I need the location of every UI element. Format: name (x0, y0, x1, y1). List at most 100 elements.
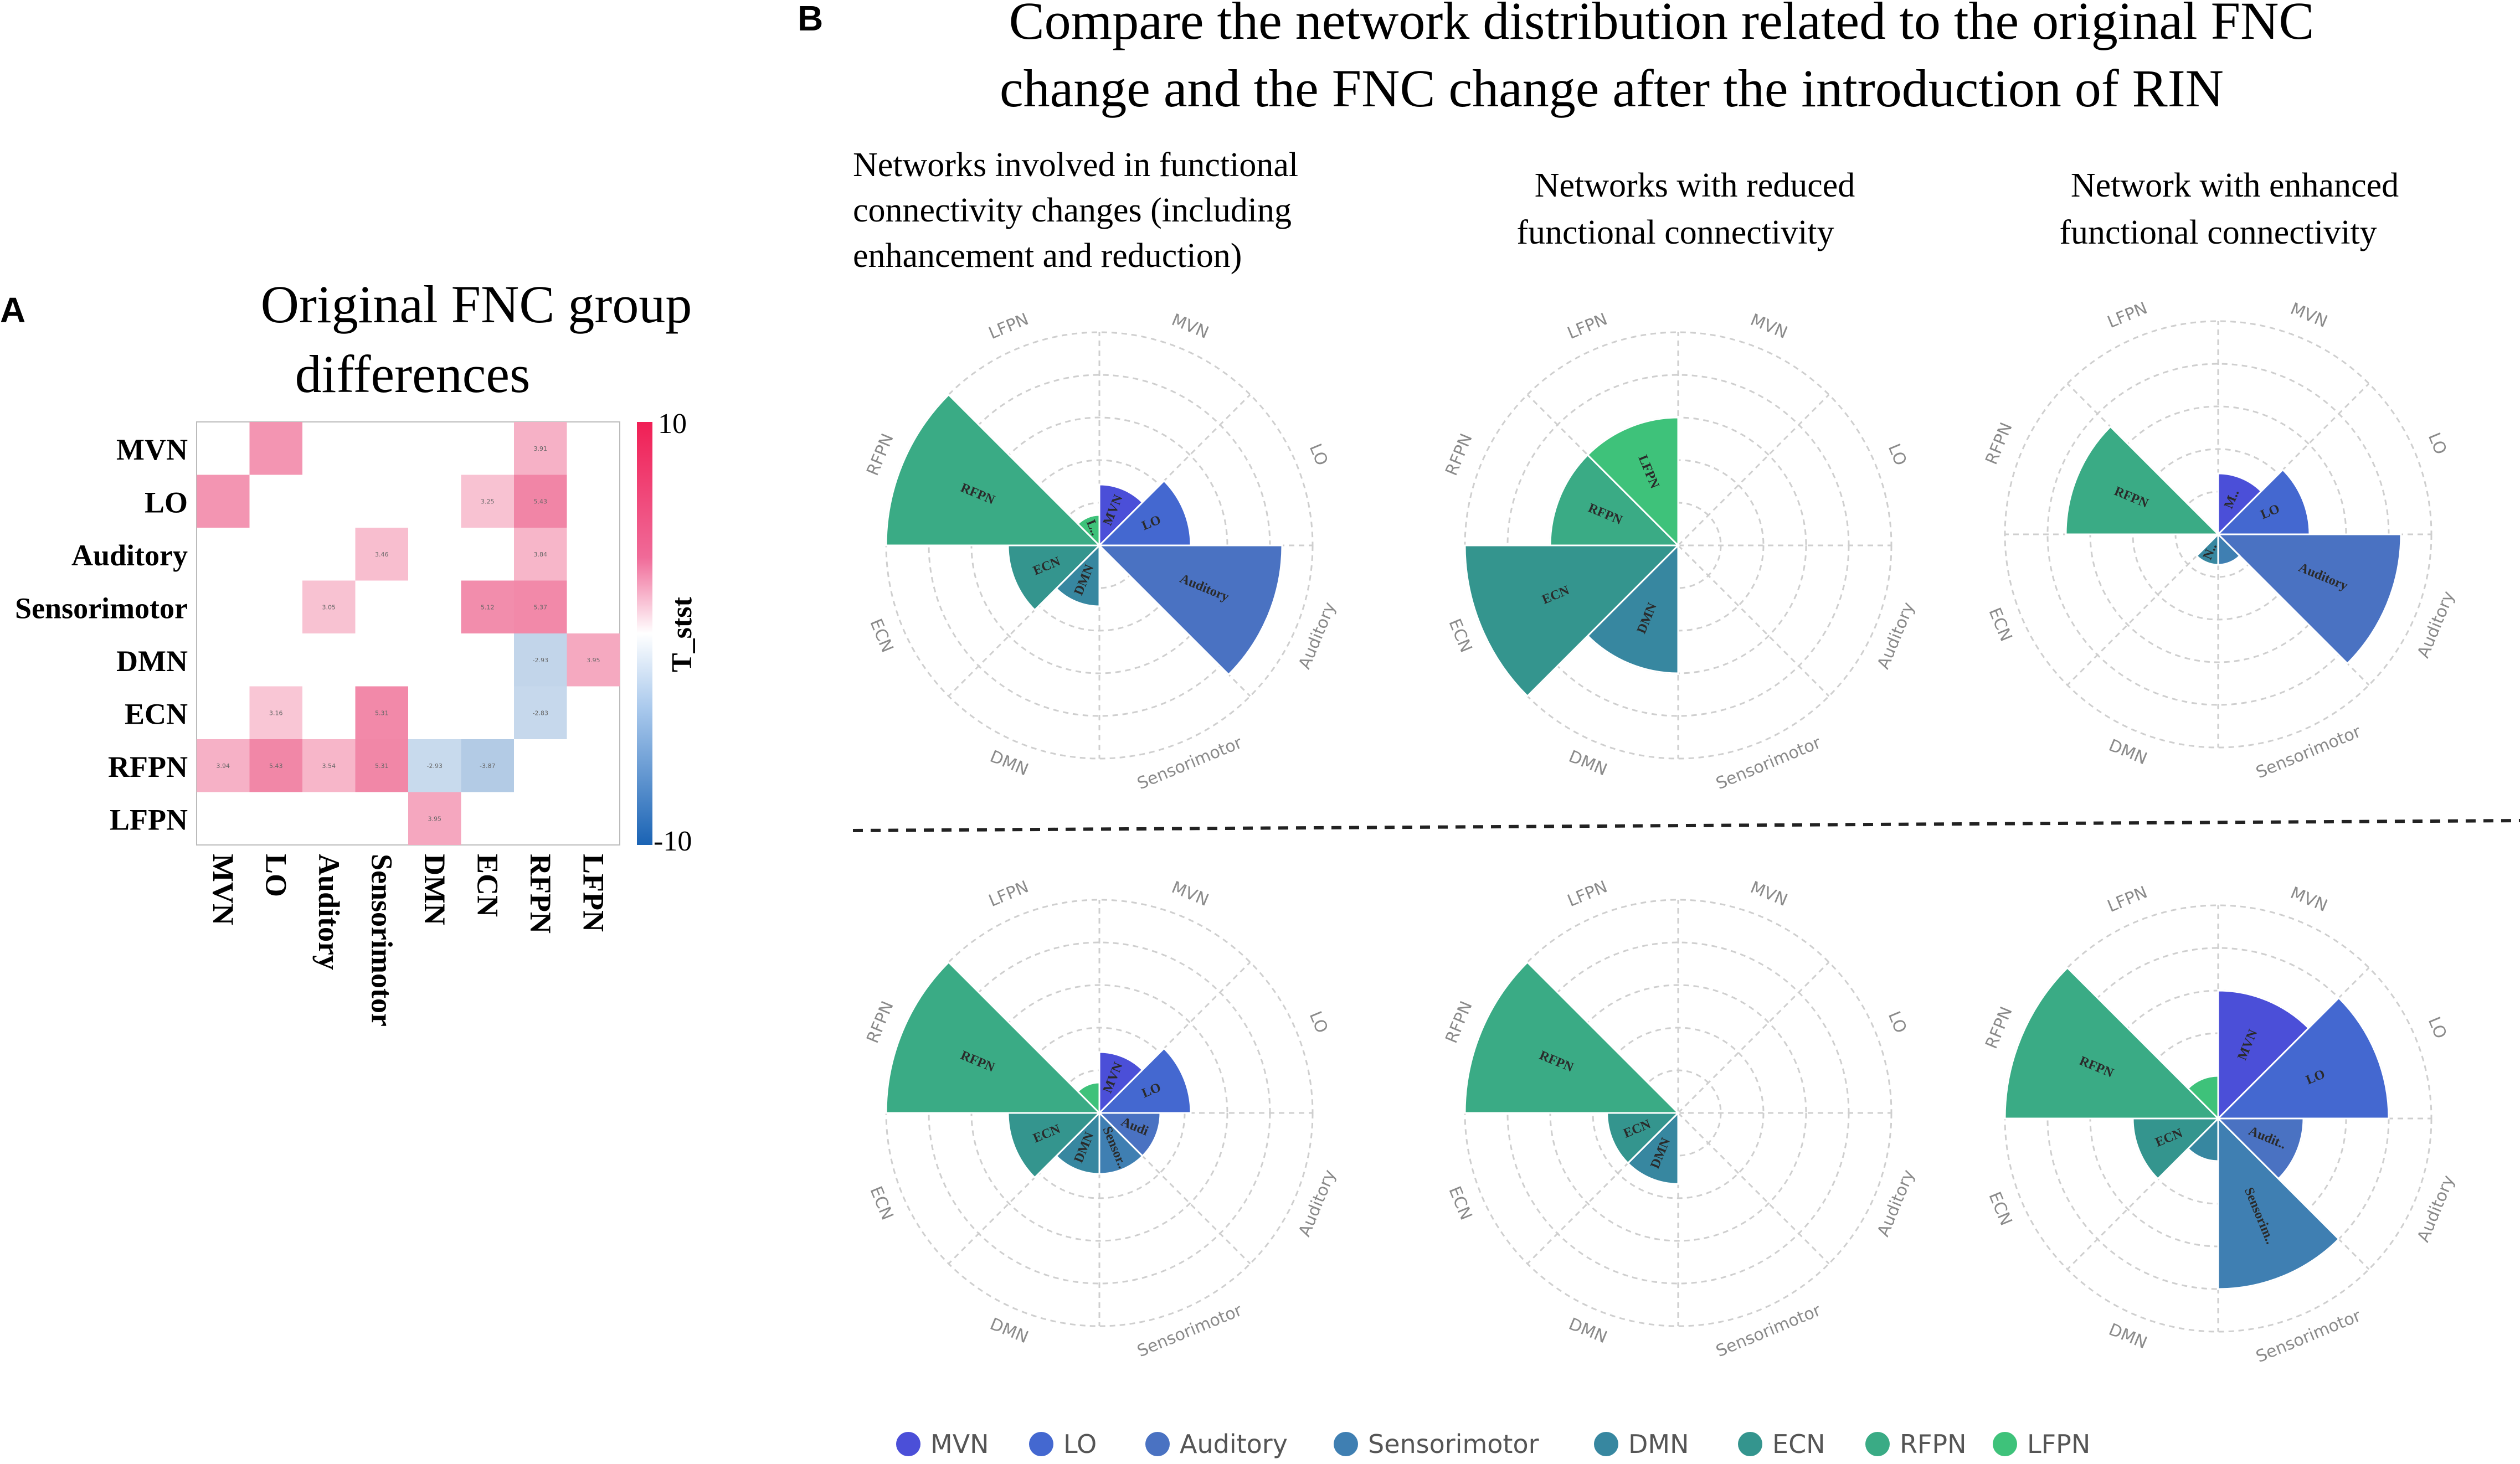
polar-sector-ecn (1606, 1112, 1680, 1164)
polar-axis-label: LFPN (2105, 298, 2150, 332)
polar-axis-label: Sensorimotor (1134, 1301, 1245, 1362)
polar-sector-auditory (2216, 533, 2402, 665)
polar-chart-top-left: MVN LOAuditoryDMNECNRFPNL..MVNLOAuditoryS… (863, 310, 1340, 793)
column-title-2-line1: Networks with reduced (1535, 167, 1855, 204)
column-title-3-line2: functional connectivity (2059, 214, 2377, 251)
polar-sector-mvn (1098, 483, 1144, 548)
polar-sector-ecn (1464, 544, 1680, 698)
polar-axis-label: RFPN (863, 998, 897, 1046)
legend-swatch-sensorimotor (1334, 1432, 1358, 1456)
heatmap-title-line2: differences (295, 344, 531, 404)
polar-sector-mvn (2217, 472, 2262, 537)
legend-swatch-lfpn (1993, 1432, 2017, 1456)
heatmap-cell-label: -2.93 (427, 762, 443, 770)
polar-axis-label: Auditory (1874, 600, 1919, 672)
heatmap-cell-label: 5.12 (481, 604, 495, 611)
polar-chart-bottom-right: MVNLOAudit..Sensorim..ECNRFPNMVNLOAudito… (1982, 883, 2459, 1367)
polar-axis-label: Auditory (1295, 600, 1340, 672)
polar-axis-label: Sensorimotor (1713, 1301, 1824, 1362)
legend-label: DMN (1628, 1429, 1689, 1459)
heatmap-row-label: Sensorimotor (15, 591, 188, 625)
polar-sector-dmn (1586, 543, 1679, 674)
heatmap-cell (197, 739, 250, 792)
heatmap-cell (408, 792, 461, 845)
heatmap-cell (514, 686, 567, 739)
polar-sector-lfpn (1076, 1081, 1100, 1115)
polar-axis-label: Auditory (2414, 1173, 2459, 1245)
column-title-1-line3: enhancement and reduction) (853, 237, 1242, 275)
polar-sector-auditory (1097, 544, 1283, 676)
polar-chart-bottom-left: MVN LOAudiSensor..DMNECNRFPNMVNLOAuditory… (863, 877, 1340, 1361)
polar-sector-lo (1097, 480, 1192, 547)
heatmap-cell-label: 5.43 (534, 498, 548, 505)
heatmap-cell-label: 3.54 (322, 762, 336, 770)
polar-axis-label: RFPN (863, 431, 897, 478)
polar-axis-label: Sensorimotor (1134, 733, 1245, 794)
polar-sector-sensorimotor (2217, 1116, 2340, 1290)
heatmap-col-label: RFPN (524, 854, 557, 934)
colorbar (637, 422, 652, 845)
column-title-1: Networks involved in functional connecti… (853, 146, 1298, 275)
heatmap-cell (249, 422, 302, 475)
polar-spoke (2066, 533, 2219, 686)
polar-sector-auditory (1097, 1112, 1161, 1157)
heatmap-row-label: ECN (125, 697, 188, 730)
polar-chart-top-middle: DMNECNRFPNLFPNMVNLOAuditorySensorimotorD… (1442, 310, 1919, 793)
polar-sector-lfpn (2187, 1075, 2219, 1121)
heatmap-cell (461, 739, 514, 792)
heatmap-cell (355, 528, 408, 581)
heatmap-cell (355, 739, 408, 792)
colorbar-title: T_stst (666, 597, 698, 672)
polar-sector-dmn (2195, 532, 2219, 566)
polar-axis-label: LO (2424, 1014, 2450, 1042)
heatmap-cell (355, 686, 408, 739)
polar-axis-label: ECN (1984, 1189, 2015, 1229)
heatmap-row-label: LFPN (110, 803, 188, 836)
polar-axis-label: MVN (1169, 310, 1211, 343)
heatmap-cell-label: 3.25 (481, 498, 495, 505)
polar-spoke (1677, 394, 1830, 547)
polar-axis-label: LFPN (1565, 877, 1610, 911)
heatmap-cell (514, 580, 567, 633)
polar-sector-ecn (1007, 544, 1102, 611)
polar-axis-label: LO (1884, 1008, 1910, 1036)
heatmap-title-line1: Original FNC group (261, 275, 692, 334)
heatmap-row-label: MVN (116, 433, 188, 466)
column-title-1-line1: Networks involved in functional (853, 146, 1298, 184)
heatmap-cell-label: 5.37 (534, 604, 548, 611)
polar-chart-top-right: M..LOAuditoryN..RFPNMVNLOAuditorySensori… (1982, 298, 2459, 782)
heatmap-cell-label: 3.46 (375, 551, 389, 558)
legend-swatch-mvn (896, 1432, 920, 1456)
polar-axis-label: LO (1305, 441, 1331, 468)
heatmap-cell (461, 580, 514, 633)
heatmap-cell (514, 475, 567, 528)
heatmap-cell-label: -2.83 (533, 709, 548, 716)
colorbar-max-label: 10 (658, 408, 687, 440)
column-title-1-line2: connectivity changes (including (853, 192, 1292, 229)
heatmap-cell (567, 633, 620, 687)
polar-axis-label: ECN (1444, 616, 1475, 656)
legend-label: MVN (930, 1429, 989, 1459)
heatmap-cell-label: 5.31 (375, 709, 389, 716)
polar-axis-label: RFPN (1442, 431, 1476, 478)
legend-label: Auditory (1180, 1429, 1288, 1459)
heatmap-cell (197, 475, 250, 528)
polar-sector-lfpn (1586, 416, 1679, 548)
polar-axis-label: LFPN (1565, 310, 1610, 343)
polar-axis-label: RFPN (1442, 998, 1476, 1046)
polar-chart-bottom-middle: DMNECNRFPNMVNLOAuditorySensorimotorDMNEC… (1442, 877, 1919, 1361)
polar-sector-lo (2216, 468, 2311, 535)
legend-swatch-auditory (1145, 1432, 1170, 1456)
column-title-2-line2: functional connectivity (1516, 214, 1834, 251)
heatmap-cell-label: 5.31 (375, 762, 389, 770)
heatmap-cell-label: 3.91 (534, 445, 548, 452)
panel-a-letter: A (0, 290, 25, 330)
heatmap-cell-label: -3.87 (480, 762, 495, 770)
polar-axis-label: DMN (2106, 1320, 2149, 1353)
legend-swatch-ecn (1738, 1432, 1762, 1456)
polar-sector-rfpn (885, 961, 1102, 1114)
row-separator-dashed-line (852, 819, 2520, 832)
polar-axis-label: MVN (1169, 878, 1211, 910)
polar-axis-label: LO (2424, 430, 2450, 457)
